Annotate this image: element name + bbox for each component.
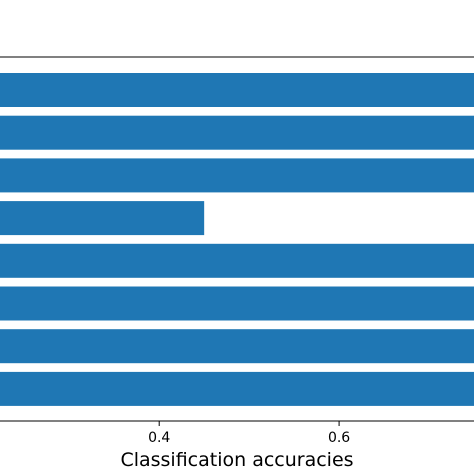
bar-3: [0, 158, 474, 193]
bar-5: [0, 243, 474, 278]
bar-7: [0, 329, 474, 364]
x-tick-label: 0.4: [148, 430, 170, 446]
x-axis-label: Classification accuracies: [120, 449, 353, 471]
bar-6: [0, 286, 474, 321]
bar-4: [0, 201, 205, 236]
bars-group: [0, 73, 474, 406]
x-tick-label: 0.6: [328, 430, 350, 446]
bar-1: [0, 73, 474, 107]
bar-2: [0, 115, 474, 150]
x-axis-ticks: 0.4 0.6: [148, 421, 350, 446]
bar-8: [0, 371, 474, 406]
